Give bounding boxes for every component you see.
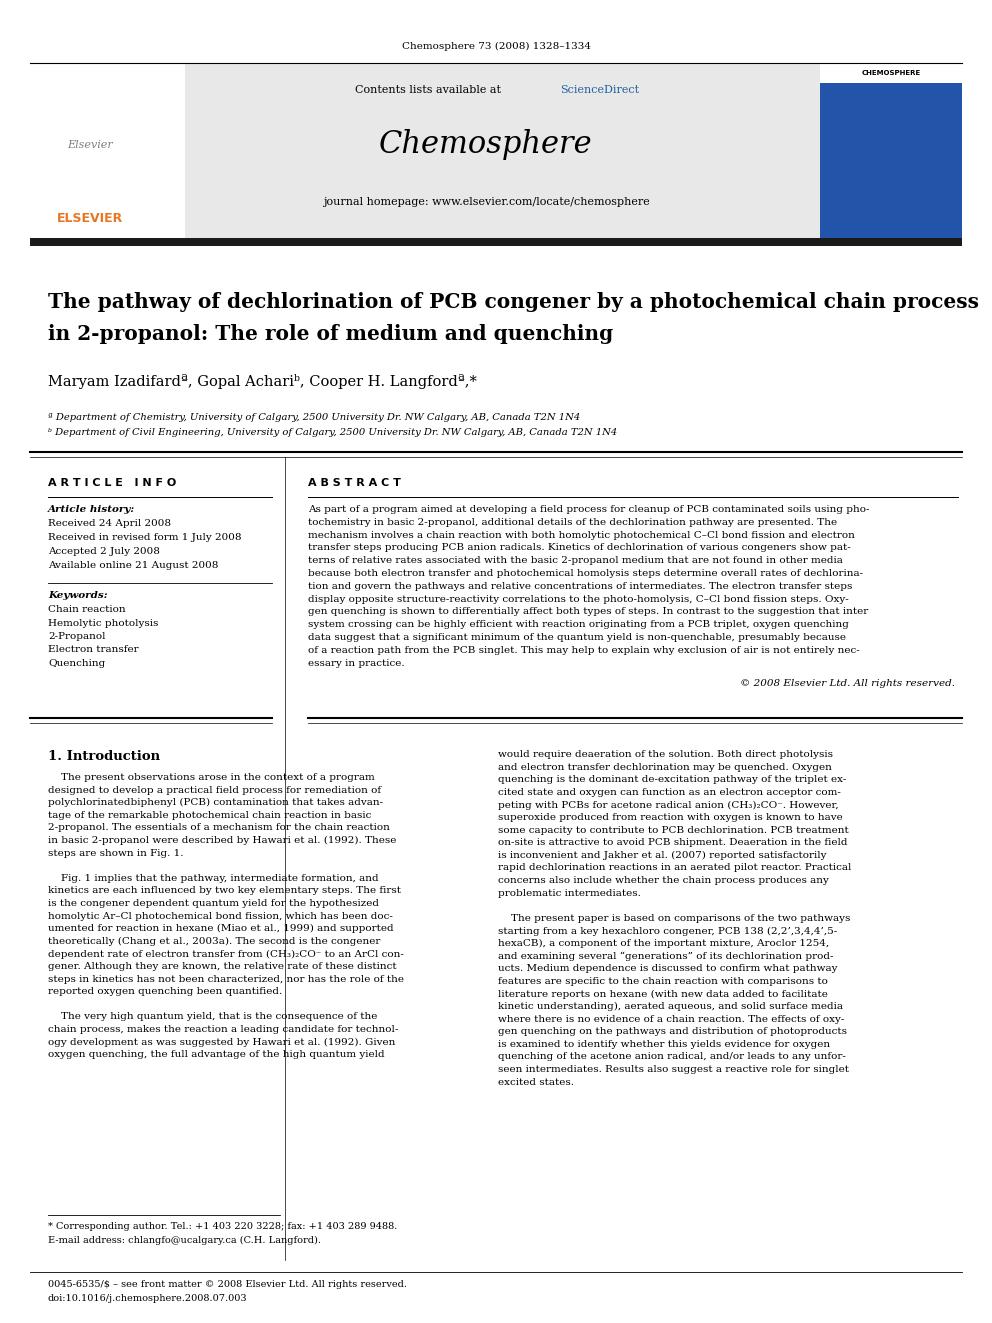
Text: Available online 21 August 2008: Available online 21 August 2008 [48,561,218,570]
Text: cited state and oxygen can function as an electron acceptor com-: cited state and oxygen can function as a… [498,787,841,796]
Text: Article history:: Article history: [48,505,135,515]
Text: homolytic Ar–Cl photochemical bond fission, which has been doc-: homolytic Ar–Cl photochemical bond fissi… [48,912,393,921]
Text: gen quenching on the pathways and distribution of photoproducts: gen quenching on the pathways and distri… [498,1027,847,1036]
Text: seen intermediates. Results also suggest a reactive role for singlet: seen intermediates. Results also suggest… [498,1065,849,1074]
Text: in 2-propanol: The role of medium and quenching: in 2-propanol: The role of medium and qu… [48,324,613,344]
Text: ogy development as was suggested by Hawari et al. (1992). Given: ogy development as was suggested by Hawa… [48,1037,396,1046]
Text: A B S T R A C T: A B S T R A C T [308,478,401,488]
Text: ucts. Medium dependence is discussed to confirm what pathway: ucts. Medium dependence is discussed to … [498,964,837,974]
Text: theoretically (Chang et al., 2003a). The second is the congener: theoretically (Chang et al., 2003a). The… [48,937,380,946]
Text: kinetics are each influenced by two key elementary steps. The first: kinetics are each influenced by two key … [48,886,401,896]
Text: reported oxygen quenching been quantified.: reported oxygen quenching been quantifie… [48,987,283,996]
Text: rapid dechlorination reactions in an aerated pilot reactor. Practical: rapid dechlorination reactions in an aer… [498,864,851,872]
Text: Received 24 April 2008: Received 24 April 2008 [48,519,171,528]
Text: gener. Although they are known, the relative rate of these distinct: gener. Although they are known, the rela… [48,962,397,971]
Text: tage of the remarkable photochemical chain reaction in basic: tage of the remarkable photochemical cha… [48,811,371,820]
Bar [30,64,185,238]
Bar [820,64,962,238]
Text: Quenching: Quenching [48,659,105,668]
Text: Received in revised form 1 July 2008: Received in revised form 1 July 2008 [48,533,241,542]
Text: 1. Introduction: 1. Introduction [48,750,160,763]
Text: Hemolytic photolysis: Hemolytic photolysis [48,618,159,627]
Text: quenching is the dominant de-excitation pathway of the triplet ex-: quenching is the dominant de-excitation … [498,775,846,785]
Text: © 2008 Elsevier Ltd. All rights reserved.: © 2008 Elsevier Ltd. All rights reserved… [740,680,955,688]
Text: is examined to identify whether this yields evidence for oxygen: is examined to identify whether this yie… [498,1040,830,1049]
Text: superoxide produced from reaction with oxygen is known to have: superoxide produced from reaction with o… [498,814,843,822]
Text: essary in practice.: essary in practice. [308,659,405,668]
Text: chain process, makes the reaction a leading candidate for technol-: chain process, makes the reaction a lead… [48,1025,399,1035]
Text: 2-Propanol: 2-Propanol [48,632,105,642]
Text: excited states.: excited states. [498,1078,574,1086]
Text: transfer steps producing PCB anion radicals. Kinetics of dechlorination of vario: transfer steps producing PCB anion radic… [308,544,851,553]
Text: some capacity to contribute to PCB dechlorination. PCB treatment: some capacity to contribute to PCB dechl… [498,826,849,835]
Bar [820,83,962,238]
Text: and electron transfer dechlorination may be quenched. Oxygen: and electron transfer dechlorination may… [498,762,832,771]
Text: Accepted 2 July 2008: Accepted 2 July 2008 [48,546,160,556]
Text: dependent rate of electron transfer from (CH₃)₂CO⁻ to an ArCl con-: dependent rate of electron transfer from… [48,950,404,959]
Text: The present paper is based on comparisons of the two pathways: The present paper is based on comparison… [498,914,850,923]
Text: would require deaeration of the solution. Both direct photolysis: would require deaeration of the solution… [498,750,833,759]
Text: literature reports on hexane (with new data added to facilitate: literature reports on hexane (with new d… [498,990,828,999]
Text: Keywords:: Keywords: [48,591,107,601]
Bar [820,64,962,83]
Text: data suggest that a significant minimum of the quantum yield is non-quenchable, : data suggest that a significant minimum … [308,632,846,642]
Text: terns of relative rates associated with the basic 2-propanol medium that are not: terns of relative rates associated with … [308,556,843,565]
Text: where there is no evidence of a chain reaction. The effects of oxy-: where there is no evidence of a chain re… [498,1015,844,1024]
Text: 2-propanol. The essentials of a mechanism for the chain reaction: 2-propanol. The essentials of a mechanis… [48,823,390,832]
Text: features are specific to the chain reaction with comparisons to: features are specific to the chain react… [498,976,828,986]
Text: The very high quantum yield, that is the consequence of the: The very high quantum yield, that is the… [48,1012,377,1021]
Text: oxygen quenching, the full advantage of the high quantum yield: oxygen quenching, the full advantage of … [48,1050,385,1060]
Text: As part of a program aimed at developing a field process for cleanup of PCB cont: As part of a program aimed at developing… [308,505,870,515]
Text: ᵇ Department of Civil Engineering, University of Calgary, 2500 University Dr. NW: ᵇ Department of Civil Engineering, Unive… [48,429,617,437]
Text: peting with PCBs for acetone radical anion (CH₃)₂CO⁻. However,: peting with PCBs for acetone radical ani… [498,800,838,810]
Text: mechanism involves a chain reaction with both homolytic photochemical C–Cl bond : mechanism involves a chain reaction with… [308,531,855,540]
Text: kinetic understanding), aerated aqueous, and solid surface media: kinetic understanding), aerated aqueous,… [498,1002,843,1011]
Text: on-site is attractive to avoid PCB shipment. Deaeration in the field: on-site is attractive to avoid PCB shipm… [498,839,847,847]
Text: Fig. 1 implies that the pathway, intermediate formation, and: Fig. 1 implies that the pathway, interme… [48,873,379,882]
Text: concerns also include whether the chain process produces any: concerns also include whether the chain … [498,876,829,885]
Text: A R T I C L E   I N F O: A R T I C L E I N F O [48,478,177,488]
Bar [30,238,962,246]
Text: hexaCB), a component of the important mixture, Aroclor 1254,: hexaCB), a component of the important mi… [498,939,829,949]
Text: of a reaction path from the PCB singlet. This may help to explain why exclusion : of a reaction path from the PCB singlet.… [308,646,860,655]
Text: is the congener dependent quantum yield for the hypothesized: is the congener dependent quantum yield … [48,900,379,908]
Text: * Corresponding author. Tel.: +1 403 220 3228; fax: +1 403 289 9488.: * Corresponding author. Tel.: +1 403 220… [48,1222,398,1230]
Text: tochemistry in basic 2-propanol, additional details of the dechlorination pathwa: tochemistry in basic 2-propanol, additio… [308,517,837,527]
Text: doi:10.1016/j.chemosphere.2008.07.003: doi:10.1016/j.chemosphere.2008.07.003 [48,1294,248,1303]
Text: The pathway of dechlorination of PCB congener by a photochemical chain process: The pathway of dechlorination of PCB con… [48,292,979,312]
Text: Contents lists available at: Contents lists available at [355,85,505,95]
Text: in basic 2-propanol were described by Hawari et al. (1992). These: in basic 2-propanol were described by Ha… [48,836,397,845]
Text: problematic intermediates.: problematic intermediates. [498,889,641,897]
Text: and examining several “generations” of its dechlorination prod-: and examining several “generations” of i… [498,951,833,960]
Text: steps are shown in Fig. 1.: steps are shown in Fig. 1. [48,848,184,857]
Text: is inconvenient and Jakher et al. (2007) reported satisfactorily: is inconvenient and Jakher et al. (2007)… [498,851,826,860]
Text: ª Department of Chemistry, University of Calgary, 2500 University Dr. NW Calgary: ª Department of Chemistry, University of… [48,413,580,422]
Text: designed to develop a practical field process for remediation of: designed to develop a practical field pr… [48,786,381,795]
Text: polychlorinatedbiphenyl (PCB) contamination that takes advan-: polychlorinatedbiphenyl (PCB) contaminat… [48,798,383,807]
Text: Chemosphere: Chemosphere [379,130,593,160]
Text: Elsevier: Elsevier [67,140,113,149]
Text: ELSEVIER: ELSEVIER [57,212,123,225]
Text: CHEMOSPHERE: CHEMOSPHERE [861,70,921,75]
Text: gen quenching is shown to differentially affect both types of steps. In contrast: gen quenching is shown to differentially… [308,607,868,617]
Text: quenching of the acetone anion radical, and/or leads to any unfor-: quenching of the acetone anion radical, … [498,1052,846,1061]
Text: E-mail address: chlangfo@ucalgary.ca (C.H. Langford).: E-mail address: chlangfo@ucalgary.ca (C.… [48,1236,321,1245]
Text: because both electron transfer and photochemical homolysis steps determine overa: because both electron transfer and photo… [308,569,863,578]
Text: display opposite structure-reactivity correlations to the photo-homolysis, C–Cl : display opposite structure-reactivity co… [308,594,849,603]
Bar [30,64,962,238]
Text: journal homepage: www.elsevier.com/locate/chemosphere: journal homepage: www.elsevier.com/locat… [322,197,650,206]
Text: 0045-6535/$ – see front matter © 2008 Elsevier Ltd. All rights reserved.: 0045-6535/$ – see front matter © 2008 El… [48,1279,407,1289]
Text: Electron transfer: Electron transfer [48,646,139,655]
Text: The present observations arose in the context of a program: The present observations arose in the co… [48,773,375,782]
Text: steps in kinetics has not been characterized, nor has the role of the: steps in kinetics has not been character… [48,975,404,983]
Text: umented for reaction in hexane (Miao et al., 1999) and supported: umented for reaction in hexane (Miao et … [48,925,394,933]
Text: Chemosphere 73 (2008) 1328–1334: Chemosphere 73 (2008) 1328–1334 [402,41,590,50]
Text: Chain reaction: Chain reaction [48,605,126,614]
Text: tion and govern the pathways and relative concentrations of intermediates. The e: tion and govern the pathways and relativ… [308,582,852,591]
Text: starting from a key hexachloro congener, PCB 138 (2,2’,3,4,4’,5-: starting from a key hexachloro congener,… [498,926,837,935]
Text: ScienceDirect: ScienceDirect [560,85,639,95]
Text: Maryam Izadifardª, Gopal Achariᵇ, Cooper H. Langfordª,*: Maryam Izadifardª, Gopal Achariᵇ, Cooper… [48,374,477,389]
Text: system crossing can be highly efficient with reaction originating from a PCB tri: system crossing can be highly efficient … [308,620,849,630]
